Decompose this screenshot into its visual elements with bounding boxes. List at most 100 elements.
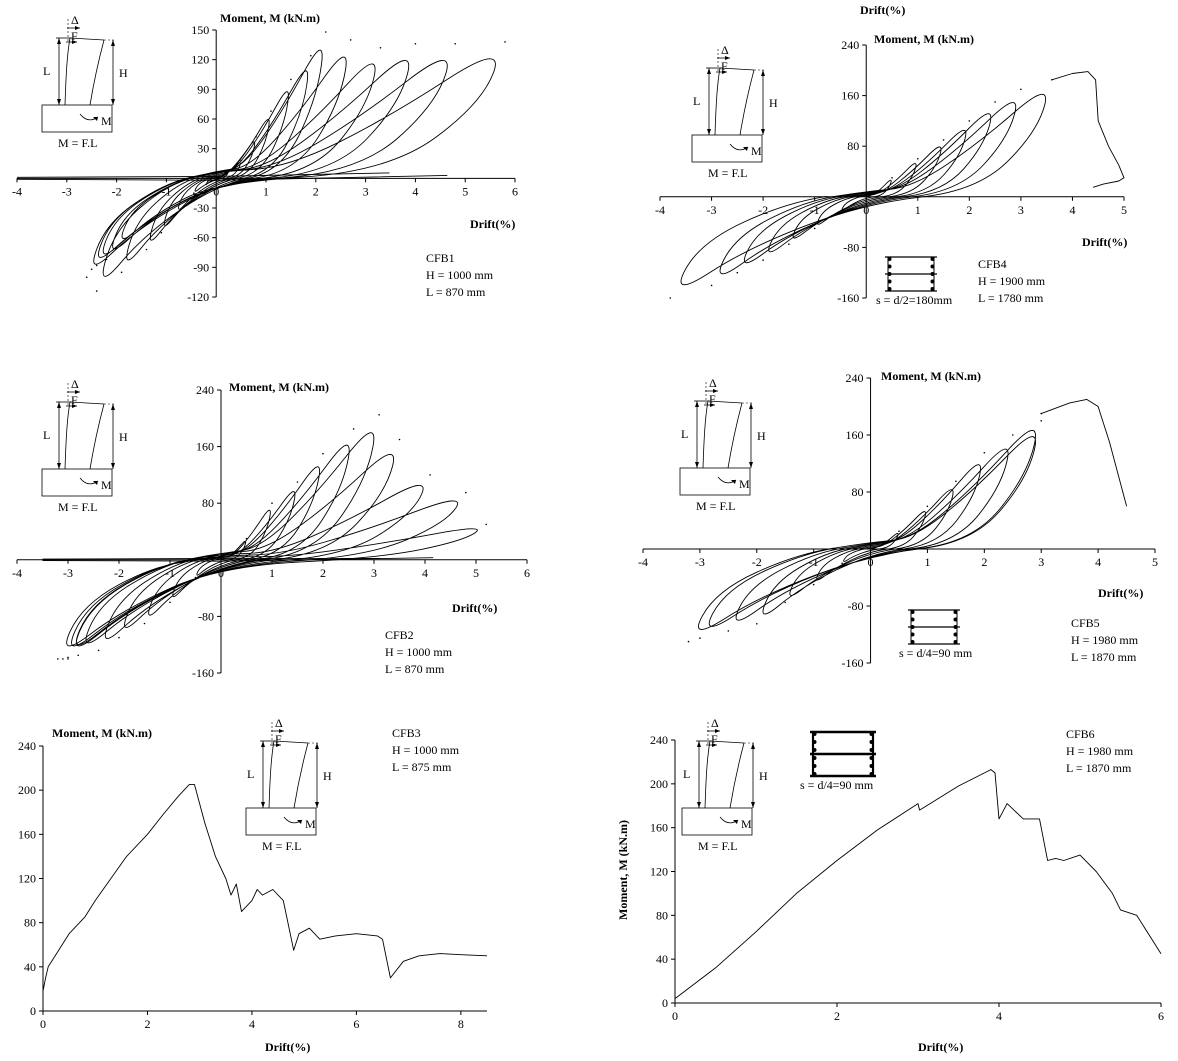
y-tick-label: 80 [656,908,668,922]
negative-peak-point [160,231,163,234]
column-loading-sketch: ΔF L H M M = F.L [41,377,128,514]
specimen-length: L = 870 mm [426,285,486,299]
negative-peak-point [145,248,148,251]
force-arrow-head [722,70,727,74]
specimen-height: H = 1000 mm [392,743,460,757]
x-tick-label: -1 [809,555,819,569]
column-left-edge [64,401,71,470]
rebar-dot [930,257,935,261]
negative-peak-point [77,654,79,657]
y-tick-label: 80 [852,485,864,499]
y-tick-label: 240 [846,371,864,385]
negative-peak-point [784,601,786,604]
x-tick-label: 1 [263,184,269,198]
moment-arrow-head [93,117,98,121]
column-right-edge [729,742,745,809]
positive-peak-point [465,491,467,494]
y-tick-label: 90 [197,82,209,96]
x-tick-label: 1 [924,555,930,569]
h-arrow-bottom [749,462,753,468]
moment-arrow-head [93,481,98,485]
chart-cfb5: -4 -3 -2 -1 0 1 2 3 4 5 -160 -80 80 160 240 Moment, M (… [638,369,1158,670]
negative-peak-point [736,271,739,274]
positive-peak-point [968,120,971,122]
moment-formula: M = F.L [58,136,97,150]
rebar-dot [887,279,892,284]
x-tick-label: 2 [966,203,972,217]
rebar-dot [869,756,874,760]
residual-reload-line [16,174,448,181]
rebar-dot [887,264,892,269]
moment-formula: M = F.L [708,166,747,180]
x-tick-label: -4 [12,184,22,198]
specimen-length: L = 1870 mm [1071,650,1137,664]
negative-peak-point [841,562,843,565]
column-left-edge [268,740,275,809]
force-label: F [721,59,728,73]
l-arrow-top [261,741,265,747]
negative-peak-point [95,290,98,292]
h-arrow-top [315,743,319,749]
negative-peak-point [95,264,98,267]
positive-peak-point [310,54,312,57]
moment-formula: M = F.L [698,839,737,853]
x-tick-label: -4 [655,203,665,217]
y-tick-label: 80 [24,916,36,930]
x-tick-label: 5 [462,184,468,198]
force-label: F [275,732,282,746]
height-label: H [769,96,778,110]
negative-peak-point [143,622,146,625]
footing-block [679,467,751,496]
y-tick-label: 0 [30,1004,36,1018]
specimen-name: CFB6 [1066,727,1095,741]
y-tick-label: -160 [837,291,859,305]
y-axis-title: Moment, M (kN.m) [616,820,630,920]
delta-label: Δ [711,716,719,730]
positive-peak-point [240,159,242,162]
rebar-dot [953,625,958,629]
delta-arrow-head [75,26,80,30]
length-label: L [693,94,700,108]
length-label: L [683,767,690,781]
rebar-dot [869,772,874,776]
y-tick-label: 200 [650,777,668,791]
x-tick-label: -1 [161,184,171,198]
l-arrow-top [57,402,61,408]
x-tick-label: -3 [63,566,73,580]
delta-label: Δ [275,716,283,730]
positive-peak-point [994,101,996,103]
height-label: H [757,429,766,443]
moment-arrow-head [743,147,748,151]
y-tick-label: 120 [650,865,668,879]
h-arrow-bottom [111,99,115,105]
x-tick-label: 1 [915,203,921,217]
delta-arrow-head [279,729,284,733]
column-top [69,37,105,41]
specimen-name: CFB2 [385,628,414,642]
height-label: H [119,430,128,444]
x-tick-label: 0 [213,184,219,198]
positive-peak-point [245,537,248,540]
column-top [709,740,745,744]
column-right-edge [739,69,755,136]
negative-peak-point [120,271,123,274]
post-peak-branch [1041,398,1128,507]
rebar-dot [910,610,915,614]
x-tick-label: 5 [473,566,479,580]
x-tick-label: 3 [1018,203,1024,217]
y-tick-label: -160 [192,666,214,680]
positive-peak-point [379,47,382,49]
rebar-dot [930,287,935,291]
positive-peak-point [955,480,957,483]
moment-arrow-head [733,820,738,824]
delta-arrow-head [75,390,80,394]
delta-arrow-head [715,729,720,733]
negative-peak-point [762,259,764,261]
positive-peak-point [270,110,272,112]
positive-peak-point [454,43,457,45]
positive-peak-point [296,481,299,483]
y-tick-label: -120 [187,290,209,304]
rebar-dot [812,740,817,744]
negative-peak-point [669,297,672,299]
tie-spacing-label: s = d/2=180mm [876,293,953,307]
